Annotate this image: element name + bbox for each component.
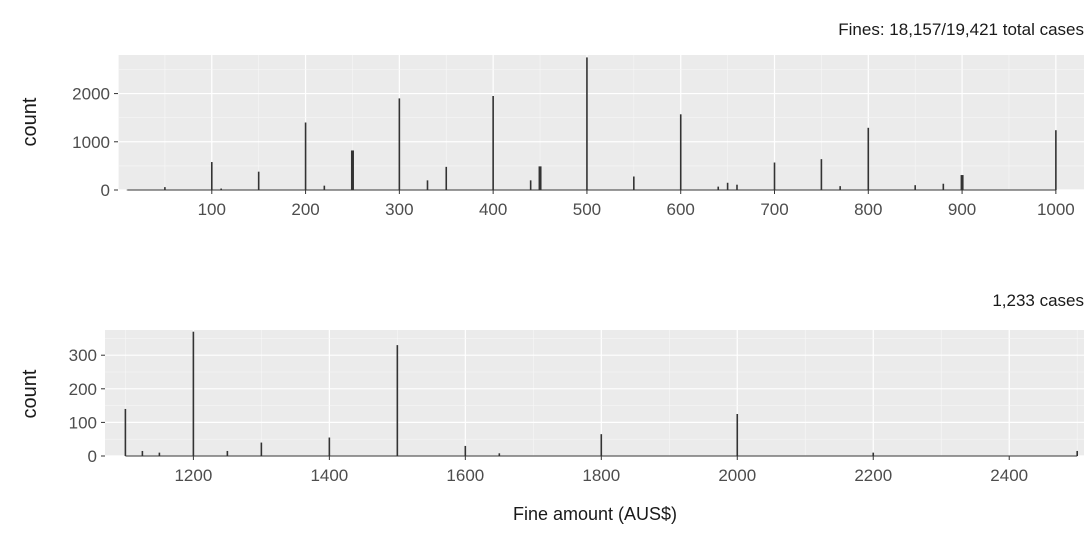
top-bar [736, 184, 738, 190]
top-x-tick-label: 900 [948, 200, 976, 219]
top-bar [633, 176, 635, 190]
x-axis-label: Fine amount (AUS$) [513, 504, 677, 524]
top-bar [679, 114, 682, 190]
bottom-bar [158, 452, 161, 456]
bottom-bar [226, 450, 229, 456]
bottom-bar [328, 437, 331, 456]
top-bar [960, 175, 964, 190]
bottom-y-tick-label: 100 [69, 413, 97, 432]
bottom-y-ticks: 0 100 200 300 [69, 346, 105, 466]
bottom-bar [736, 414, 739, 456]
bottom-bar [1076, 450, 1079, 456]
top-bars [126, 57, 1057, 191]
bottom-bar [124, 408, 127, 456]
top-x-tick-label: 700 [760, 200, 788, 219]
top-bar [323, 185, 326, 190]
bottom-x-tick-label: 1400 [310, 466, 348, 485]
bottom-panel: 1,233 cases 1200 1400 1600 1800 2000 2200 2400… [19, 291, 1084, 524]
top-bar [538, 166, 542, 190]
top-x-tick-label: 600 [667, 200, 695, 219]
top-bar [304, 122, 307, 190]
bottom-bar [872, 452, 875, 456]
top-panel: Fines: 18,157/19,421 total cases 100 200 3… [19, 20, 1084, 219]
top-bar [1055, 130, 1057, 190]
top-bar [220, 188, 222, 190]
top-panel-title: Fines: 18,157/19,421 total cases [838, 20, 1084, 39]
top-bar [773, 162, 776, 190]
bottom-x-tick-label: 1200 [174, 466, 212, 485]
top-bar [586, 57, 588, 191]
top-bar [126, 189, 129, 191]
bottom-bar [141, 450, 144, 456]
top-x-tick-label: 800 [854, 200, 882, 219]
top-x-tick-label: 300 [385, 200, 413, 219]
top-bar [839, 186, 841, 190]
top-bar [726, 182, 729, 190]
top-bar [398, 98, 401, 190]
bottom-y-tick-label: 0 [88, 447, 97, 466]
bottom-bar [396, 345, 399, 456]
top-x-tick-label: 200 [291, 200, 319, 219]
top-plot-background [118, 55, 1084, 190]
bottom-y-tick-label: 300 [69, 346, 97, 365]
bottom-bar [600, 434, 603, 456]
bottom-bar [260, 442, 263, 456]
bottom-x-tick-label: 1600 [446, 466, 484, 485]
top-y-tick-label: 2000 [72, 85, 110, 104]
top-bar [820, 159, 823, 190]
top-y-axis-label: count [19, 97, 41, 146]
top-x-tick-label: 500 [573, 200, 601, 219]
top-bar [350, 150, 354, 190]
bottom-x-ticks: 1200 1400 1600 1800 2000 2200 2400 [174, 456, 1028, 485]
top-bar [257, 171, 260, 190]
top-x-tick-label: 1000 [1037, 200, 1075, 219]
bottom-y-axis-label: count [19, 369, 41, 418]
top-bar [445, 166, 448, 190]
bottom-panel-title: 1,233 cases [992, 291, 1084, 310]
bottom-x-tick-label: 2200 [854, 466, 892, 485]
bottom-bar [464, 445, 467, 456]
bottom-x-tick-label: 2000 [718, 466, 756, 485]
top-x-tick-label: 400 [479, 200, 507, 219]
top-bar [867, 127, 870, 190]
top-bar [210, 162, 213, 190]
top-bar [942, 183, 945, 190]
top-y-tick-label: 0 [101, 181, 110, 200]
top-y-tick-label: 1000 [72, 133, 110, 152]
bottom-y-tick-label: 200 [69, 380, 97, 399]
bottom-x-tick-label: 1800 [582, 466, 620, 485]
top-x-ticks: 100 200 300 400 500 600 700 800 900 1000 [198, 190, 1075, 219]
top-x-tick-label: 100 [198, 200, 226, 219]
top-bar [426, 180, 429, 190]
top-bar [717, 186, 720, 190]
bottom-bar [192, 331, 195, 456]
bottom-plot-background [105, 330, 1084, 456]
bottom-x-tick-label: 2400 [990, 466, 1028, 485]
top-y-ticks: 0 1000 2000 [72, 85, 118, 200]
top-bar [529, 180, 532, 190]
top-bar [492, 95, 494, 190]
bottom-bar [498, 453, 501, 456]
top-bar [914, 185, 916, 190]
top-bar [164, 187, 166, 190]
